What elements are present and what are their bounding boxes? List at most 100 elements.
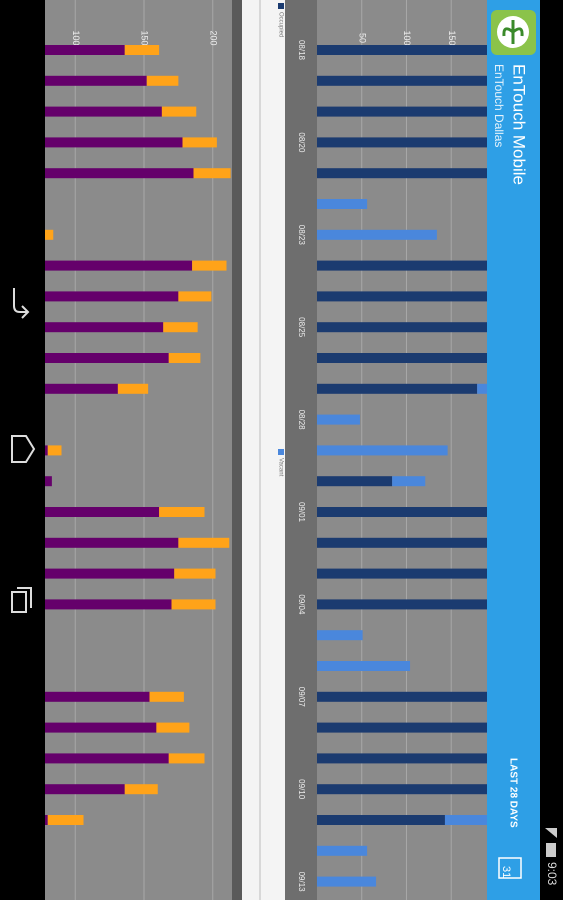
bar-segment bbox=[117, 383, 149, 394]
divider bbox=[259, 0, 261, 900]
bar-segment bbox=[171, 599, 216, 610]
x-tick-label: 08/20 bbox=[297, 132, 306, 153]
x-tick-label: 08/23 bbox=[297, 225, 306, 246]
bar-segment bbox=[174, 568, 216, 579]
bar-segment bbox=[45, 260, 193, 271]
bar-segment bbox=[45, 691, 150, 702]
bar-segment bbox=[168, 353, 201, 363]
bar-segment bbox=[317, 476, 393, 487]
bar-segment bbox=[317, 414, 360, 425]
y-tick-label: 150 bbox=[140, 30, 150, 45]
logo-leaf bbox=[502, 20, 524, 44]
calendar-icon[interactable] bbox=[498, 857, 522, 879]
bar-segment bbox=[317, 568, 487, 579]
legend-swatch bbox=[278, 449, 284, 455]
bar-segment bbox=[477, 383, 487, 394]
x-tick-label: 08/18 bbox=[297, 40, 306, 61]
bar-segment bbox=[47, 445, 62, 456]
bar-segment bbox=[444, 815, 487, 825]
bar-segment bbox=[45, 75, 147, 86]
wifi-icon bbox=[545, 828, 557, 838]
bar-segment bbox=[317, 753, 487, 764]
clock: 9:03 bbox=[545, 862, 559, 886]
bar-segment bbox=[317, 260, 487, 271]
bar-segment bbox=[178, 291, 212, 302]
bar-segment bbox=[45, 722, 157, 733]
bar-segment bbox=[45, 507, 160, 517]
y-tick-label: 100 bbox=[402, 30, 412, 45]
bar-segment bbox=[45, 753, 169, 764]
bar-segment bbox=[317, 784, 487, 795]
recents-button[interactable] bbox=[11, 587, 32, 613]
bar-segment bbox=[317, 661, 411, 671]
bar-segment bbox=[45, 353, 169, 363]
bar-segment bbox=[124, 784, 158, 795]
legend-panel bbox=[242, 0, 285, 900]
y-tick-label: 50 bbox=[357, 33, 367, 43]
x-tick-label: 08/28 bbox=[297, 410, 306, 431]
y-tick-label: 100 bbox=[71, 30, 81, 45]
back-button[interactable] bbox=[13, 288, 30, 319]
bar-segment bbox=[45, 229, 54, 240]
chart-frame bbox=[285, 0, 317, 900]
bar-segment bbox=[45, 383, 118, 394]
bar-segment bbox=[45, 168, 194, 179]
bar-segment bbox=[45, 137, 183, 148]
bar-segment bbox=[45, 599, 172, 610]
bar-segment bbox=[317, 845, 368, 856]
bar-segment bbox=[156, 722, 190, 733]
status-bar bbox=[540, 0, 563, 900]
bar-segment bbox=[178, 537, 230, 548]
bar-segment bbox=[45, 322, 164, 333]
bar-segment bbox=[317, 168, 487, 179]
nav-bar bbox=[0, 0, 45, 900]
bar-segment bbox=[317, 722, 487, 733]
bar-segment bbox=[159, 507, 205, 517]
bar-segment bbox=[193, 168, 231, 179]
bar-segment bbox=[45, 291, 179, 302]
bar-segment bbox=[392, 476, 426, 487]
y-tick-label: 150 bbox=[447, 30, 457, 45]
bar-segment bbox=[317, 445, 448, 456]
date-range[interactable]: LAST 28 DAYS bbox=[507, 758, 518, 828]
bar-segment bbox=[317, 353, 487, 363]
legend-swatch bbox=[278, 3, 284, 9]
bar-segment bbox=[182, 137, 217, 148]
bar-segment bbox=[317, 75, 487, 86]
bar-segment bbox=[192, 260, 227, 271]
bar-segment bbox=[317, 229, 437, 240]
bar-segment bbox=[317, 691, 487, 702]
bar-segment bbox=[317, 599, 487, 610]
bar-segment bbox=[45, 784, 125, 795]
x-tick-label: 09/13 bbox=[297, 872, 306, 893]
bar-segment bbox=[317, 106, 487, 117]
bar-segment bbox=[317, 630, 363, 641]
chart-frame bbox=[232, 0, 242, 900]
bar-segment bbox=[168, 753, 205, 764]
legend-label: Vacant bbox=[277, 458, 283, 477]
battery-icon bbox=[546, 843, 556, 857]
bar-segment bbox=[45, 106, 162, 117]
bar-segment bbox=[317, 383, 478, 394]
bar-segment bbox=[317, 199, 368, 209]
legend-label: Occupied bbox=[277, 12, 283, 37]
bar-segment bbox=[163, 322, 198, 333]
bar-segment bbox=[317, 537, 487, 548]
x-tick-label: 08/25 bbox=[297, 317, 306, 338]
home-button[interactable] bbox=[11, 435, 36, 463]
bar-segment bbox=[317, 876, 377, 887]
bar-segment bbox=[45, 445, 48, 456]
plot-area bbox=[45, 0, 232, 900]
bar-segment bbox=[45, 815, 48, 825]
calendar-day[interactable]: 31 bbox=[500, 866, 512, 878]
bar-segment bbox=[317, 291, 487, 302]
bar-segment bbox=[317, 137, 487, 148]
bar-segment bbox=[317, 45, 487, 55]
app-title: EnTouch Mobile bbox=[510, 64, 529, 185]
bar-segment bbox=[146, 75, 179, 86]
bar-segment bbox=[45, 568, 175, 579]
x-tick-label: 09/10 bbox=[297, 779, 306, 800]
bar-segment bbox=[317, 322, 487, 333]
